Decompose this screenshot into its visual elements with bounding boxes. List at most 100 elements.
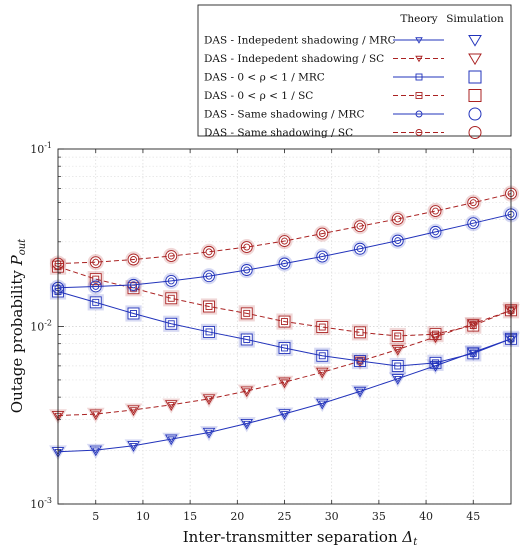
simulation-marker-halo [389,327,406,345]
simulation-marker-halo [238,239,255,256]
simulation-marker [203,245,215,258]
simulation-marker [127,307,140,320]
simulation-marker-halo [86,443,105,460]
legend-label: DAS - 0 < ρ < 1 / MRC [204,72,325,84]
simulation-marker [89,409,103,421]
simulation-marker [316,349,329,362]
legend-simulation-marker [468,107,482,121]
simulation-marker-halo [200,426,218,442]
simulation-marker [240,241,253,254]
simulation-marker-halo [125,251,142,268]
simulation-marker [203,300,215,313]
simulation-marker [127,405,140,417]
simulation-marker [278,342,291,354]
simulation-marker [164,434,178,446]
theory-marker [318,323,326,331]
theory-marker [92,283,100,290]
simulation-marker [127,441,140,452]
legend-simulation-marker [468,70,482,84]
theory-marker [167,277,175,285]
simulation-marker [165,274,178,287]
simulation-marker-halo [389,232,406,249]
legend-simulation-marker [468,53,482,66]
theory-marker [281,237,288,245]
simulation-marker-halo [238,305,255,322]
x-tick-label: 5 [92,510,99,523]
legend-label: DAS - Indepedent shadowing / MRC [204,35,396,47]
legend-label: DAS - Same shadowing / MRC [204,109,365,121]
simulation-marker-halo [238,261,255,279]
theory-marker [318,400,327,408]
simulation-marker-halo [465,317,482,334]
theory-marker [205,429,213,437]
theory-marker [92,298,100,306]
theory-marker [469,199,477,207]
theory-marker [205,248,213,256]
theory-marker [394,362,402,370]
theory-marker [356,357,364,365]
theory-marker [356,328,364,336]
theory-marker [91,411,100,418]
x-axis-ticks: 5 10 15 20 25 30 35 40 45 [92,149,480,523]
simulation-marker-halo [426,330,445,346]
theory-marker [130,281,137,289]
simulation-marker-halo [351,218,369,235]
legend-theory-marker [415,37,423,44]
simulation-marker-halo [125,305,142,322]
legend-header-simulation: Simulation [446,13,504,25]
theory-marker [469,219,477,227]
simulation-marker [203,270,215,283]
simulation-marker [164,400,178,411]
simulation-marker-halo [426,359,445,375]
simulation-marker [429,356,442,369]
simulation-marker-halo [351,385,369,401]
simulation-marker-halo [389,357,406,375]
series-6 [49,185,520,272]
simulation-marker-halo [163,272,180,290]
simulation-marker [240,307,253,320]
theory-marker [318,352,326,360]
theory-marker [243,266,251,274]
legend-rows: DAS - Indepedent shadowing / MRC DAS - In… [204,35,482,139]
simulation-marker [89,273,102,286]
simulation-marker-halo [276,339,293,357]
theory-marker [356,245,364,253]
simulation-marker [127,253,140,266]
simulation-marker [429,205,442,217]
simulation-marker-halo [351,240,369,257]
theory-marker [469,349,477,357]
theory-marker [167,402,176,409]
theory-marker [356,222,364,230]
theory-marker [280,379,289,386]
simulation-marker [240,333,253,346]
theory-marker [469,321,478,328]
simulation-marker [89,280,102,293]
simulation-marker [89,296,102,309]
simulation-marker-halo [275,407,294,423]
theory-marker [394,332,402,340]
simulation-marker-halo [124,439,143,455]
simulation-marker [89,256,102,269]
theory-marker [205,272,213,280]
simulation-marker-halo [125,280,142,297]
theory-marker [393,346,402,354]
simulation-marker-halo [86,407,105,423]
simulation-marker [278,377,291,389]
theory-marker [243,243,251,251]
legend-theory-marker [415,92,423,99]
theory-marker [281,260,288,267]
simulation-marker [467,196,480,209]
simulation-marker-halo [237,417,256,433]
simulation-marker [467,347,480,360]
simulation-marker [202,427,216,439]
simulation-marker [203,325,215,338]
theory-marker [130,256,137,263]
simulation-marker-halo [313,397,332,413]
simulation-marker [240,386,254,398]
simulation-marker [354,220,366,233]
legend-theory-marker [415,55,423,63]
theory-marker [242,388,251,395]
plot-series [49,185,520,461]
legend-label: DAS - Indepedent shadowing / SC [204,53,384,65]
legend-simulation-marker [468,89,482,102]
